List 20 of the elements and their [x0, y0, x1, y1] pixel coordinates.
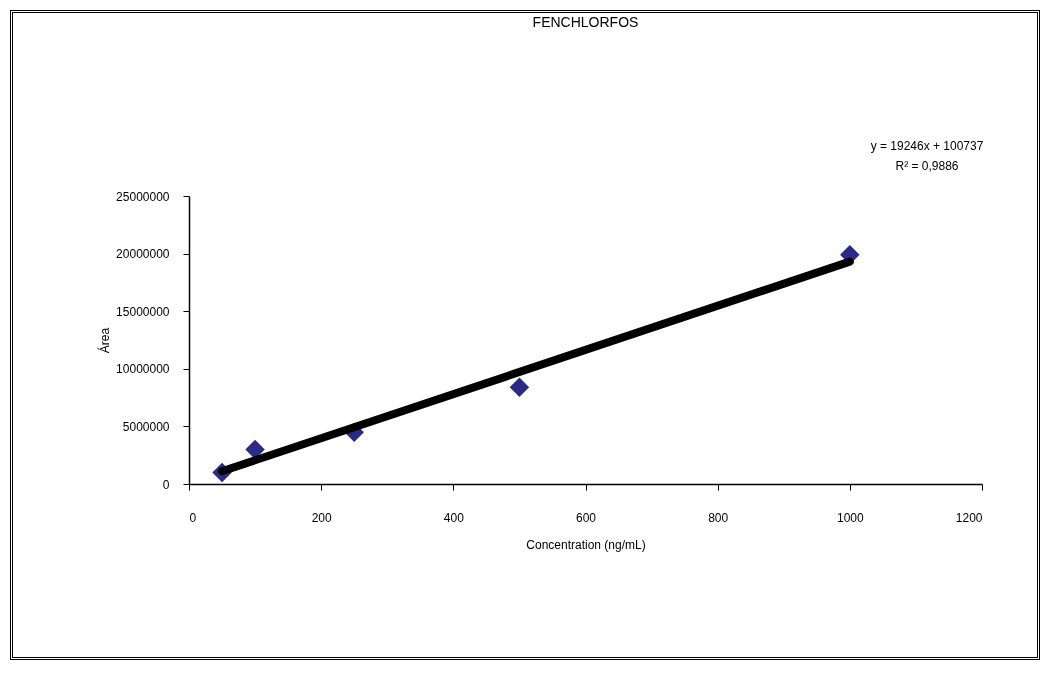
x-tick-label: 1200: [955, 510, 983, 525]
x-axis-title: Concentration (ng/mL): [526, 537, 646, 552]
point: [245, 439, 265, 460]
text: y = 19246x + 100737: [870, 139, 984, 153]
x-tick-label: 0: [189, 510, 197, 525]
y-tick-label: 20000000: [116, 247, 170, 262]
x-tick-label: 1000: [836, 510, 864, 525]
x-tick-label: 400: [443, 510, 465, 525]
y-tick-label: 15000000: [116, 304, 170, 319]
y-tick-label: 25000000: [116, 189, 170, 204]
x-tick-label: 800: [708, 510, 729, 525]
x-tick-label: 200: [311, 510, 332, 525]
x-tick-label: 600: [575, 510, 597, 525]
y-tick-label: 10000000: [116, 362, 170, 377]
y-axis-title: Área: [97, 327, 113, 354]
y-tick-label: 0: [162, 477, 170, 492]
chart-title: FENCHLORFOS: [532, 14, 639, 30]
point: [509, 377, 530, 397]
text: R² = 0,9886: [895, 159, 959, 173]
y-tick-label: 5000000: [122, 419, 170, 434]
